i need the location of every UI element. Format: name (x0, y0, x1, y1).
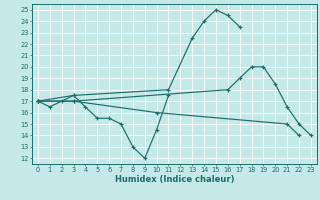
X-axis label: Humidex (Indice chaleur): Humidex (Indice chaleur) (115, 175, 234, 184)
